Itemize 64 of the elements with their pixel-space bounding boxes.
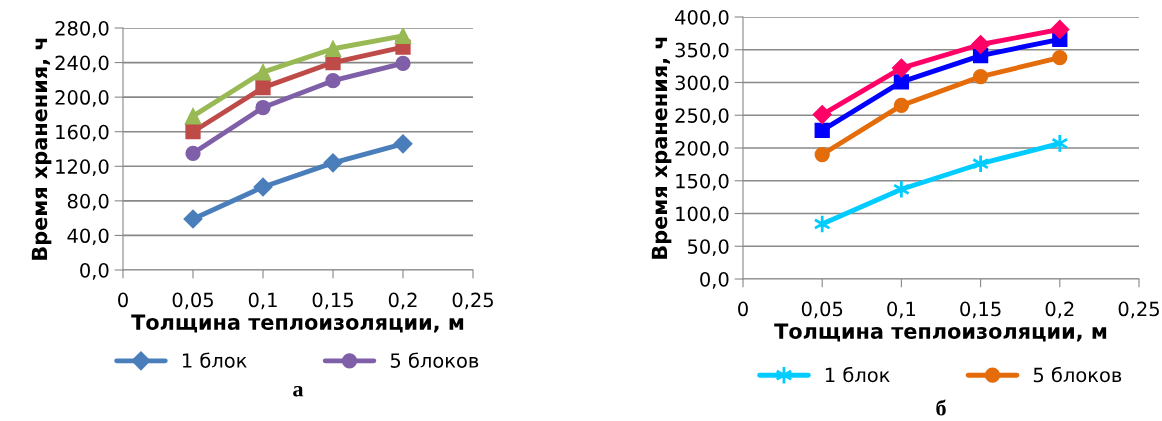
point	[1050, 19, 1070, 39]
point	[814, 146, 830, 163]
point	[812, 105, 832, 125]
y-tick-label: 120,0	[56, 159, 109, 176]
point	[325, 73, 341, 89]
y-tick-label: 160,0	[56, 124, 109, 142]
y-tick-label: 0,0	[80, 262, 109, 280]
point	[255, 99, 271, 116]
point	[255, 79, 271, 96]
point	[183, 209, 203, 229]
y-tick-label: 80,0	[67, 193, 109, 211]
legend-label: 1 блок	[825, 366, 890, 383]
y-tick-label: 250,0	[675, 108, 729, 125]
point	[254, 63, 272, 81]
x-tick-label: 0,05	[172, 292, 213, 310]
y-tick-label: 150,0	[676, 173, 729, 191]
x-tick-label: 0,1	[248, 292, 277, 310]
x-tick-label: 0,25	[452, 292, 493, 310]
point	[253, 177, 273, 197]
y-tick-label: 200,0	[55, 90, 109, 107]
y-tick-label: 350,0	[675, 42, 729, 60]
x-tick-label: 0	[738, 301, 748, 317]
x-tick-label: 0,2	[388, 292, 417, 310]
y-tick-label: 40,0	[67, 228, 109, 246]
x-tick-label: 0	[118, 292, 128, 308]
y-axis-title: Время хранения, ч	[651, 37, 672, 259]
point	[972, 68, 989, 85]
x-axis-title: Толщина теплоизоляции, м	[774, 323, 1107, 342]
point	[891, 58, 911, 78]
point	[324, 40, 342, 58]
y-tick-label: 300,0	[675, 75, 729, 93]
point	[1052, 49, 1068, 66]
point	[893, 74, 910, 90]
point	[814, 122, 830, 138]
legend-label: 5 блоков	[390, 352, 479, 368]
x-tick-label: 0,05	[801, 301, 843, 319]
legend-label: 5 блоков	[1033, 366, 1122, 383]
point	[971, 34, 991, 55]
point	[393, 134, 413, 154]
y-tick-label: 240,0	[55, 55, 109, 73]
x-tick-label: 0,15	[960, 301, 1001, 319]
y-tick-label: 50,0	[688, 239, 729, 256]
y-tick-label: 0,0	[700, 271, 729, 289]
point	[394, 28, 412, 45]
x-tick-label: 0,25	[1118, 301, 1159, 319]
point	[395, 55, 411, 72]
point	[325, 54, 341, 71]
point	[893, 97, 910, 114]
legend-label: 1 блок	[182, 352, 247, 368]
point	[185, 124, 201, 140]
y-axis-title: Время хранения, ч	[31, 38, 52, 260]
x-tick-label: 0,15	[312, 292, 353, 310]
text: а	[293, 385, 304, 397]
point	[185, 145, 201, 161]
point	[184, 107, 202, 125]
x-tick-label: 0,2	[1045, 301, 1074, 319]
y-tick-label: 200,0	[675, 140, 729, 158]
point	[323, 153, 343, 173]
y-tick-label: 280,0	[55, 20, 109, 38]
y-tick-label: 400,0	[675, 9, 729, 27]
text: б	[936, 399, 946, 416]
x-axis-title: Толщина теплоизоляции, м	[131, 314, 464, 333]
y-tick-label: 100,0	[676, 206, 729, 224]
x-tick-label: 0,1	[887, 301, 916, 319]
